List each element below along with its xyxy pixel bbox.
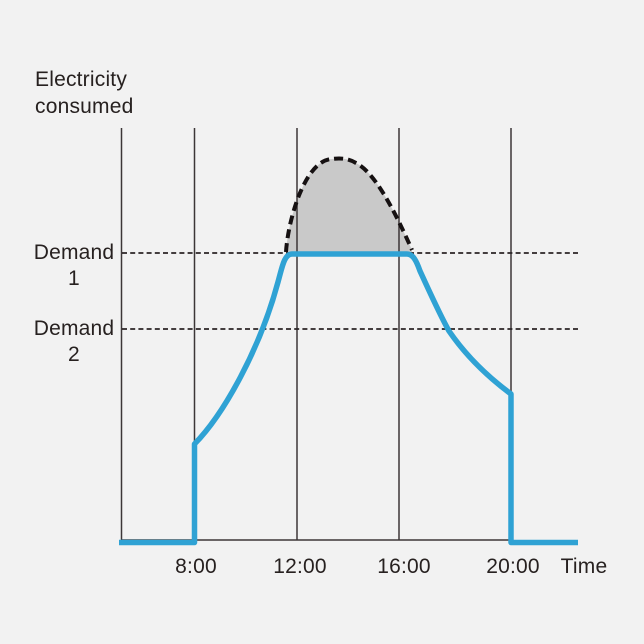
demand-2-label-line2: 2 — [68, 343, 80, 366]
demand-2-label: Demand 2 — [34, 316, 115, 368]
x-tick-0800: 8:00 — [175, 555, 217, 578]
demand-1-label-line2: 1 — [68, 267, 80, 290]
x-tick-2000: 20:00 — [486, 555, 540, 578]
x-tick-1600: 16:00 — [377, 555, 431, 578]
y-axis-title: Electricity consumed — [35, 66, 134, 120]
demand-1-label-line1: Demand — [33, 241, 115, 264]
x-tick-1200: 12:00 — [273, 555, 327, 578]
avoided-peak-curve — [284, 156, 414, 253]
demand-2-label-line1: Demand — [33, 317, 115, 340]
demand-1-label: Demand 1 — [34, 240, 115, 292]
curtailed-area-fill — [286, 158, 412, 253]
x-axis-title: Time — [560, 555, 608, 578]
y-axis-title-line1: Electricity — [35, 68, 128, 91]
y-axis-title-line2: consumed — [35, 95, 134, 118]
consumption-curve — [119, 251, 578, 546]
